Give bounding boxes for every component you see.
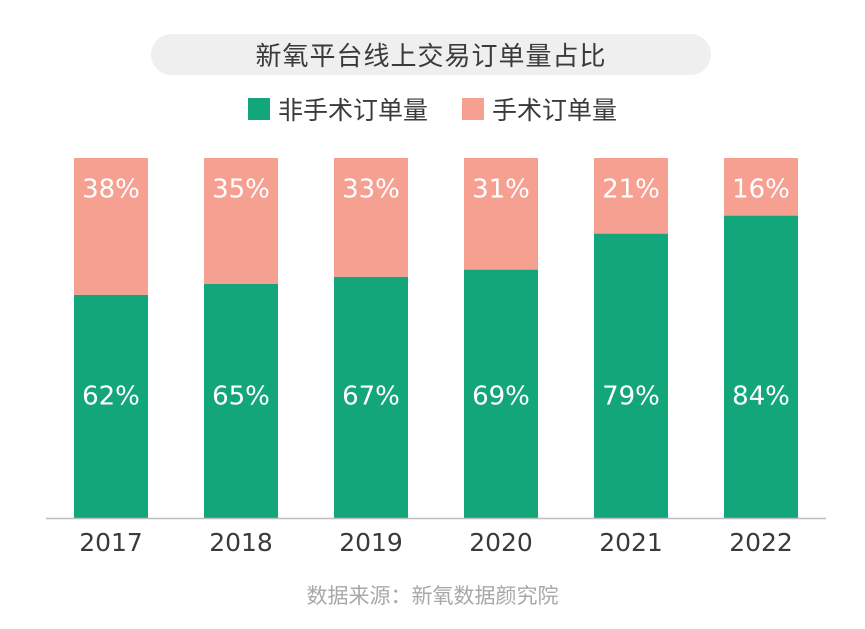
data-label-non-surgical-2018: 65% [212, 382, 270, 412]
chart-title: 新氧平台线上交易订单量占比 [255, 42, 607, 72]
data-label-surgical-2017: 38% [82, 175, 140, 205]
x-tick-label-2021: 2021 [599, 528, 663, 557]
data-label-surgical-2020: 31% [472, 175, 530, 205]
legend-label-non-surgical: 非手术订单量 [277, 96, 428, 125]
data-label-surgical-2021: 21% [602, 175, 660, 205]
bar-surgical-2021 [594, 158, 668, 234]
bar-surgical-2020 [464, 158, 538, 270]
bar-surgical-2022 [724, 158, 798, 216]
data-label-non-surgical-2020: 69% [472, 382, 530, 412]
bar-surgical-2018 [204, 158, 278, 284]
x-tick-label-2018: 2018 [209, 528, 273, 557]
legend: 非手术订单量 手术订单量 [0, 92, 865, 126]
data-label-surgical-2019: 33% [342, 175, 400, 205]
bar-non-surgical-2017 [74, 294, 148, 518]
x-tick-label-2022: 2022 [729, 528, 793, 557]
data-label-non-surgical-2021: 79% [602, 382, 660, 412]
data-label-non-surgical-2017: 62% [82, 382, 140, 412]
data-label-non-surgical-2022: 84% [732, 382, 790, 412]
legend-swatch-non-surgical [247, 98, 270, 120]
data-label-surgical-2018: 35% [212, 175, 270, 205]
bar-non-surgical-2018 [204, 284, 278, 518]
data-label-surgical-2022: 16% [732, 175, 790, 205]
bar-surgical-2019 [334, 158, 408, 277]
bar-non-surgical-2019 [334, 276, 408, 518]
source-note: 数据来源：新氧数据颜究院 [306, 584, 559, 608]
bar-non-surgical-2020 [464, 269, 538, 518]
legend-swatch-surgical [462, 98, 484, 120]
x-tick-label-2020: 2020 [469, 528, 533, 557]
chart-title-pill: 新氧平台线上交易订单量占比 [151, 34, 711, 75]
bar-non-surgical-2021 [594, 233, 668, 518]
data-label-non-surgical-2019: 67% [342, 382, 400, 412]
legend-item-non-surgical: 非手术订单量 [247, 91, 428, 127]
bar-non-surgical-2022 [724, 215, 798, 518]
x-tick-label-2019: 2019 [339, 528, 403, 557]
bar-surgical-2017 [74, 158, 148, 295]
x-tick-label-2017: 2017 [79, 528, 143, 557]
legend-item-surgical: 手术订单量 [462, 91, 617, 127]
legend-label-surgical: 手术订单量 [492, 96, 618, 125]
